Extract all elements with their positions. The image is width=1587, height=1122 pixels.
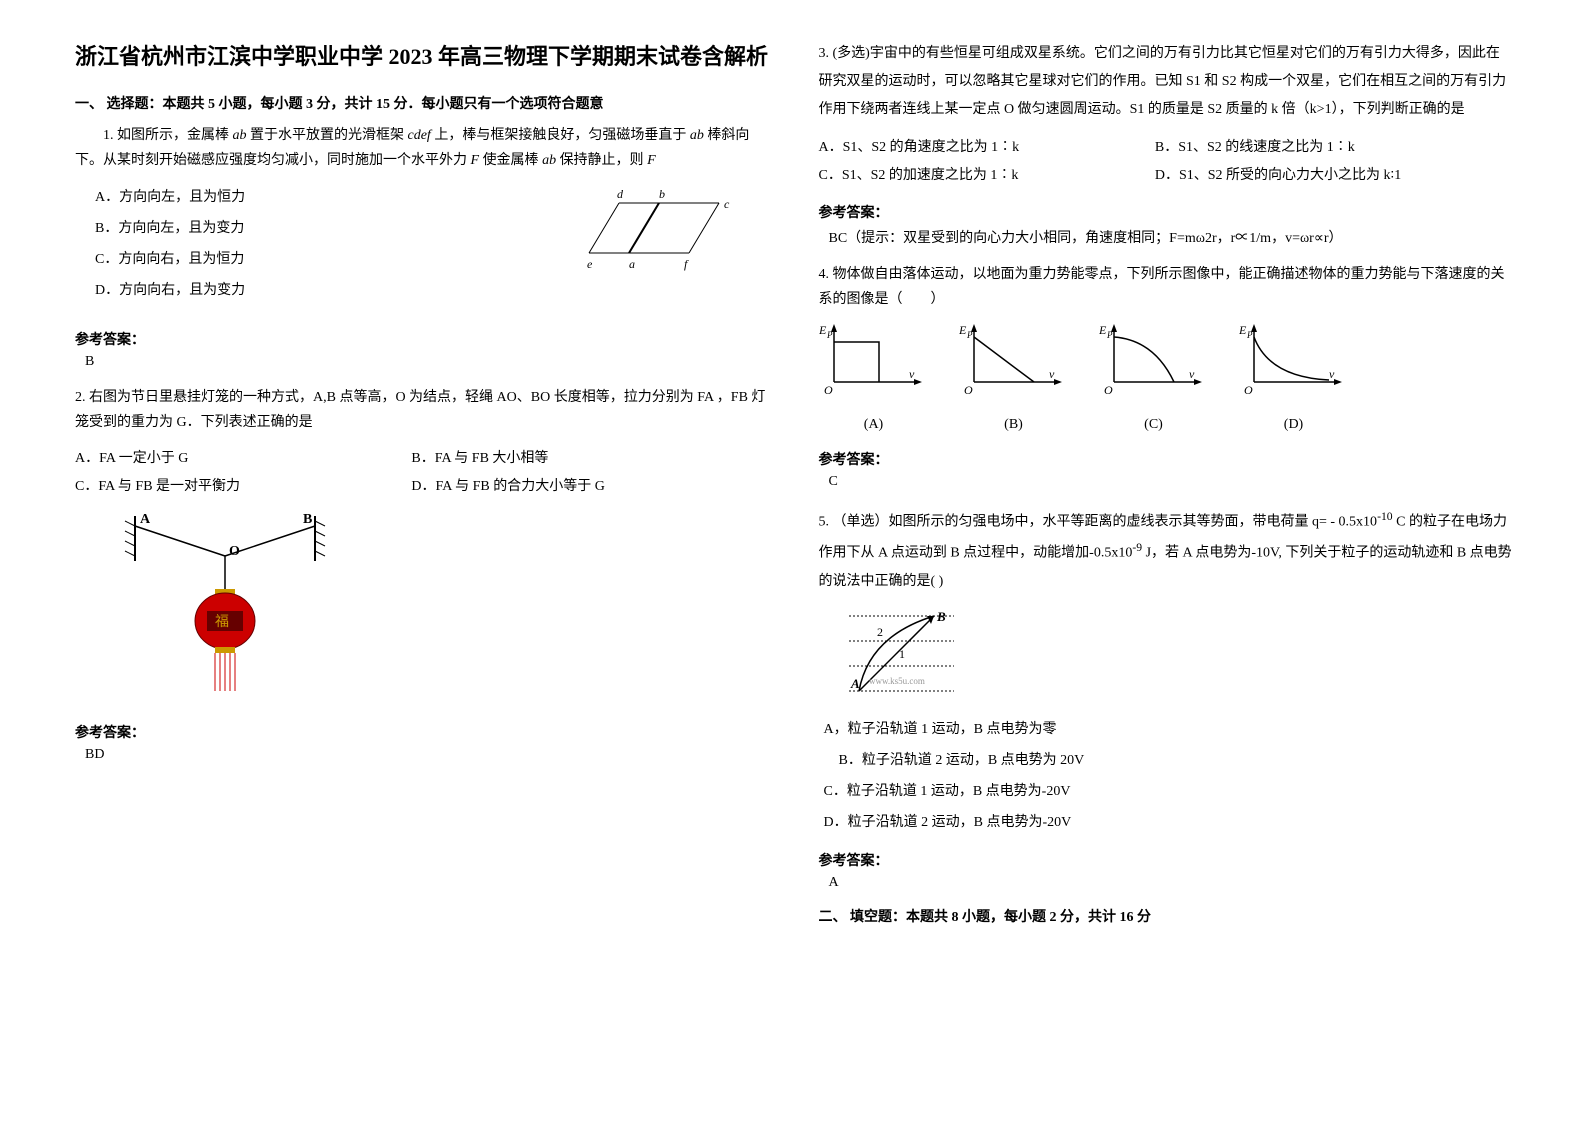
question-4: 4. 物体做自由落体运动，以地面为重力势能零点，下列所示图像中，能正确描述物体的…	[819, 262, 1513, 437]
q3-options: A．S1、S2 的角速度之比为 1∶k B．S1、S2 的线速度之比为 1∶k …	[819, 134, 1513, 190]
q5-optA: A，粒子沿轨道 1 运动，B 点电势为零	[824, 715, 1513, 746]
svg-text:O: O	[964, 383, 973, 397]
svg-text:O: O	[1104, 383, 1113, 397]
svg-text:v: v	[1049, 367, 1055, 381]
svg-text:v: v	[909, 367, 915, 381]
q2-optD: D．FA 与 FB 的合力大小等于 G	[411, 473, 744, 501]
question-3: 3. (多选)宇宙中的有些恒星可组成双星系统。它们之间的万有引力比其它恒星对它们…	[819, 40, 1513, 190]
question-5: 5. （单选）如图所示的匀强电场中，水平等距离的虚线表示其等势面，带电荷量 q=…	[819, 505, 1513, 839]
graph-b-label: (B)	[959, 412, 1069, 437]
q4-answer-label: 参考答案：	[819, 449, 1513, 469]
svg-text:2: 2	[877, 625, 883, 639]
q2-answer-label: 参考答案：	[75, 722, 769, 742]
section1-header: 一、 选择题：本题共 5 小题，每小题 3 分，共计 15 分．每小题只有一个选…	[75, 93, 769, 113]
q1-answer-label: 参考答案：	[75, 329, 769, 349]
q2-options: A．FA 一定小于 G B．FA 与 FB 大小相等 C．FA 与 FB 是一对…	[75, 445, 769, 501]
graph-c-label: (C)	[1099, 412, 1209, 437]
graph-a: E P v O (A)	[819, 322, 929, 436]
label-A: A	[140, 512, 151, 527]
q3-text: 3. (多选)宇宙中的有些恒星可组成双星系统。它们之间的万有引力比其它恒星对它们…	[819, 40, 1513, 124]
q4-text: 4. 物体做自由落体运动，以地面为重力势能零点，下列所示图像中，能正确描述物体的…	[819, 262, 1513, 312]
label-B: B	[303, 512, 312, 527]
svg-text:A: A	[850, 676, 860, 691]
svg-text:v: v	[1329, 367, 1335, 381]
q5-field-figure: B A 1 2 www.ks5u.com	[839, 606, 1513, 705]
svg-text:P: P	[1106, 330, 1113, 340]
q3-optA: A．S1、S2 的角速度之比为 1∶k	[819, 134, 1152, 162]
q3-optC: C．S1、S2 的加速度之比为 1∶k	[819, 162, 1152, 190]
graph-b: E P v O (B)	[959, 322, 1069, 436]
label-c: c	[724, 197, 730, 211]
q3-answer: BC（提示：双星受到的向心力大小相同，角速度相同；F=mω2r，r∝1/m，v=…	[829, 227, 1513, 247]
q5-optC: C．粒子沿轨道 1 运动，B 点电势为-20V	[824, 777, 1513, 808]
q5-options: A，粒子沿轨道 1 运动，B 点电势为零 B．粒子沿轨道 2 运动，B 点电势为…	[824, 715, 1513, 838]
svg-text:E: E	[1239, 323, 1247, 337]
graph-a-label: (A)	[819, 412, 929, 437]
q3-optD: D．S1、S2 所受的向心力大小之比为 k∶1	[1155, 162, 1488, 190]
svg-text:B: B	[936, 609, 946, 624]
label-f: f	[684, 257, 689, 271]
label-b: b	[659, 187, 665, 201]
q5-answer-label: 参考答案：	[819, 850, 1513, 870]
svg-text:E: E	[959, 323, 967, 337]
svg-text:福: 福	[215, 614, 229, 630]
q4-answer: C	[829, 474, 1513, 490]
q5-optB: B．粒子沿轨道 2 运动，B 点电势为 20V	[839, 746, 1513, 777]
label-a: a	[629, 257, 635, 271]
page-title: 浙江省杭州市江滨中学职业中学 2023 年高三物理下学期期末试卷含解析	[75, 40, 769, 73]
q1-text: 1. 如图所示，金属棒 ab 置于水平放置的光滑框架 cdef 上，棒与框架接触…	[75, 123, 769, 173]
q2-optB: B．FA 与 FB 大小相等	[411, 445, 744, 473]
svg-text:v: v	[1189, 367, 1195, 381]
svg-text:www.ks5u.com: www.ks5u.com	[869, 676, 925, 686]
svg-text:E: E	[1099, 323, 1107, 337]
q1-circuit-figure: e a f d b c	[569, 183, 749, 282]
q1-answer: B	[85, 354, 769, 370]
svg-text:P: P	[966, 330, 973, 340]
svg-text:O: O	[1244, 383, 1253, 397]
q4-graphs: E P v O (A) E P v O	[819, 322, 1513, 436]
svg-text:P: P	[1246, 330, 1253, 340]
graph-d-label: (D)	[1239, 412, 1349, 437]
svg-text:1: 1	[899, 647, 905, 661]
q2-text: 2. 右图为节日里悬挂灯笼的一种方式，A,B 点等高，O 为结点，轻绳 AO、B…	[75, 385, 769, 435]
question-2: 2. 右图为节日里悬挂灯笼的一种方式，A,B 点等高，O 为结点，轻绳 AO、B…	[75, 385, 769, 711]
svg-text:P: P	[826, 330, 833, 340]
label-e: e	[587, 257, 593, 271]
question-1: 1. 如图所示，金属棒 ab 置于水平放置的光滑框架 cdef 上，棒与框架接触…	[75, 123, 769, 317]
section2-header: 二、 填空题：本题共 8 小题，每小题 2 分，共计 16 分	[819, 906, 1513, 926]
label-O: O	[229, 544, 240, 559]
right-column: 3. (多选)宇宙中的有些恒星可组成双星系统。它们之间的万有引力比其它恒星对它们…	[794, 40, 1538, 1082]
q3-optB: B．S1、S2 的线速度之比为 1∶k	[1155, 134, 1488, 162]
q3-answer-label: 参考答案：	[819, 202, 1513, 222]
label-d: d	[617, 187, 624, 201]
svg-text:E: E	[819, 323, 827, 337]
q2-optA: A．FA 一定小于 G	[75, 445, 408, 473]
q2-optC: C．FA 与 FB 是一对平衡力	[75, 473, 408, 501]
graph-c: E P v O (C)	[1099, 322, 1209, 436]
q5-text: 5. （单选）如图所示的匀强电场中，水平等距离的虚线表示其等势面，带电荷量 q=…	[819, 505, 1513, 596]
q2-answer: BD	[85, 747, 769, 763]
q5-answer: A	[829, 875, 1513, 891]
svg-text:O: O	[824, 383, 833, 397]
left-column: 浙江省杭州市江滨中学职业中学 2023 年高三物理下学期期末试卷含解析 一、 选…	[50, 40, 794, 1082]
graph-d: E P v O (D)	[1239, 322, 1349, 436]
q5-optD: D．粒子沿轨道 2 运动，B 点电势为-20V	[824, 808, 1513, 839]
q2-lantern-figure: A B O 福	[115, 511, 769, 710]
